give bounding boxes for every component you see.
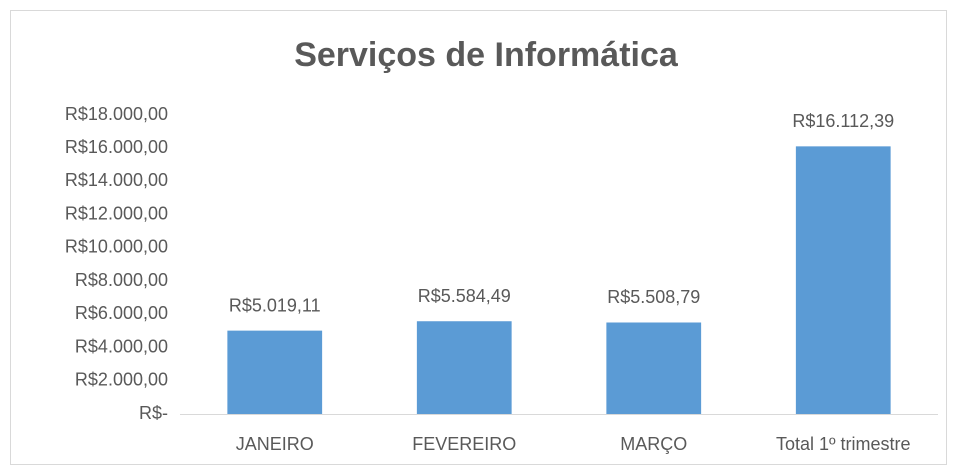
y-tick-label: R$6.000,00 (75, 303, 168, 323)
y-tick-label: R$8.000,00 (75, 270, 168, 290)
y-tick-label: R$16.000,00 (65, 137, 168, 157)
bar (795, 146, 891, 415)
x-tick-label: Total 1º trimestre (776, 434, 911, 454)
data-label: R$5.584,49 (418, 286, 511, 306)
y-tick-label: R$10.000,00 (65, 237, 168, 257)
data-label: R$5.019,11 (229, 295, 321, 315)
x-tick-label: MARÇO (620, 434, 687, 454)
y-tick-label: R$4.000,00 (75, 336, 168, 356)
bar (606, 322, 702, 414)
data-label: R$5.508,79 (607, 287, 700, 307)
y-tick-label: R$2.000,00 (75, 370, 168, 390)
y-tick-label: R$- (139, 403, 168, 423)
y-tick-label: R$18.000,00 (65, 104, 168, 124)
bar (416, 321, 512, 414)
data-label: R$16.112,39 (792, 111, 894, 131)
chart-title: Serviços de Informática (294, 36, 679, 74)
x-tick-label: JANEIRO (236, 434, 314, 454)
x-tick-label: FEVEREIRO (412, 434, 516, 454)
bar (227, 330, 323, 414)
y-tick-label: R$12.000,00 (65, 203, 168, 223)
y-tick-label: R$14.000,00 (65, 170, 168, 190)
